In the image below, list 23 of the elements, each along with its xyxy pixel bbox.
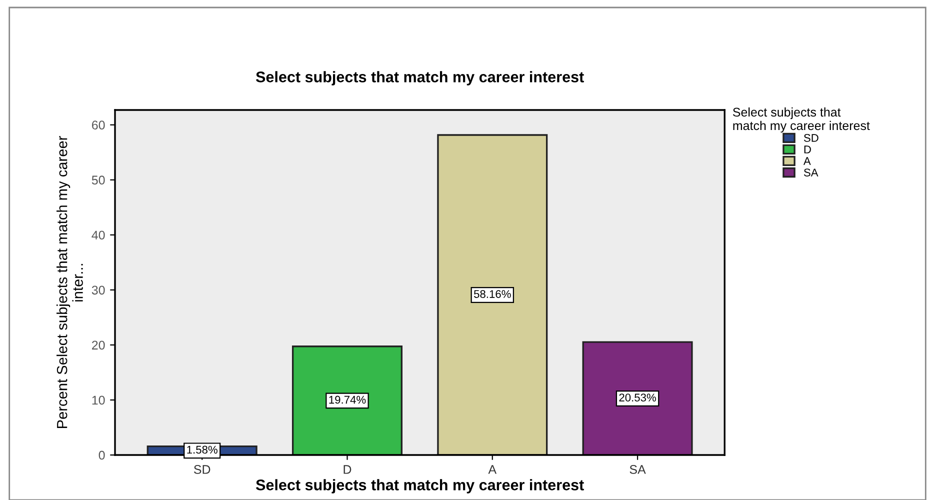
y-tick-label: 10 [92,396,105,405]
y-axis-title: Percent Select subjects that match my career inter... [56,136,83,428]
legend-label: A [803,157,811,165]
x-axis-title: Select subjects that match my career interest [256,479,584,494]
x-tick-label: SD [194,465,210,474]
legend-label: SA [804,168,818,176]
y-tick-label: 30 [92,286,105,295]
y-tick-label: 60 [92,120,105,130]
legend-label: SD [804,134,818,142]
y-tick-label: 50 [92,176,105,185]
data-label: 1.58% [187,446,218,454]
legend-title: Select subjects that match my career interest [732,107,870,133]
legend-label: D [804,146,811,154]
x-tick-label: SA [630,465,646,474]
data-label: 58.16% [474,290,511,298]
y-tick-label: 40 [92,230,105,240]
x-tick-label: A [488,465,497,474]
y-tick-label: 20 [92,340,105,350]
data-label: 20.53% [619,394,656,402]
x-tick-label: D [344,465,352,474]
y-tick-label: 0 [98,450,105,460]
chart-title: Select subjects that match my career interest [256,71,584,86]
data-label: 19.74% [329,396,366,404]
